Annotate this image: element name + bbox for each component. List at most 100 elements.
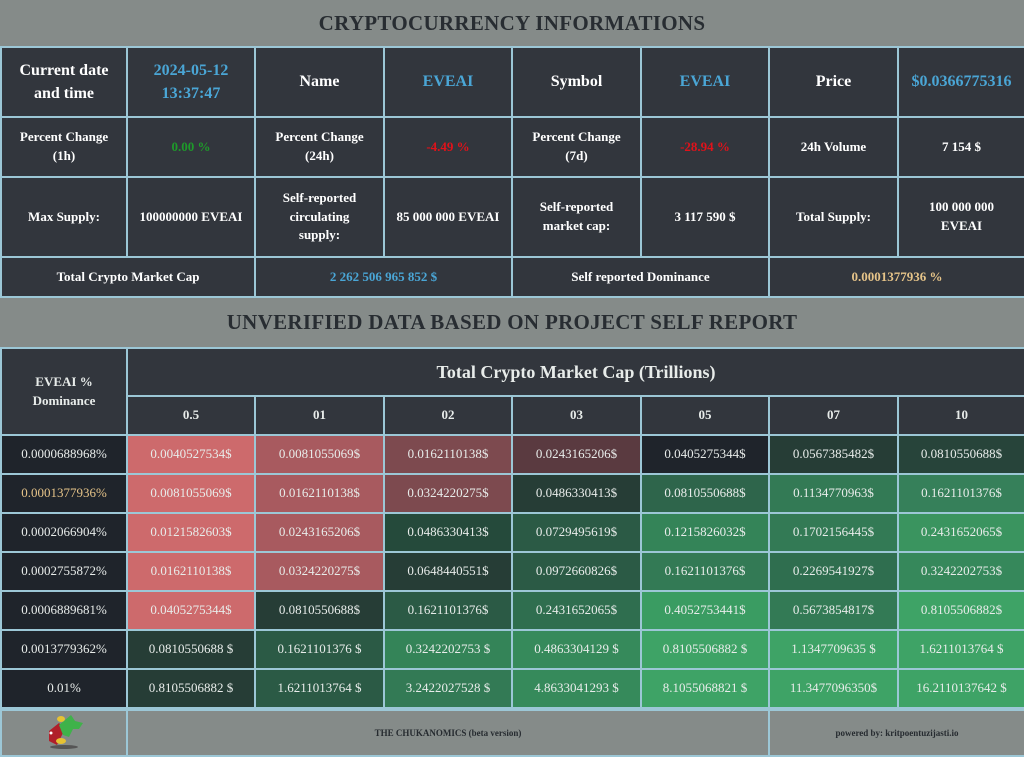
volume-24h-value: 7 154 $ (897, 116, 1024, 178)
market-value-cell: 1.6211013764 $ (254, 668, 385, 709)
market-value-cell: 0.0486330413$ (383, 512, 513, 553)
dominance-value: 0.0006889681% (0, 590, 128, 631)
symbol-label: Symbol (511, 46, 642, 118)
market-value-cell: 0.1215826032$ (640, 512, 770, 553)
matrix-row: 0.0002755872% 0.0162110138$ 0.0324220275$ 0… (0, 551, 1024, 592)
symbol-value: EVEAI (640, 46, 770, 118)
volume-24h-label: 24h Volume (768, 116, 899, 178)
market-value-cell: 0.0040527534$ (126, 434, 256, 475)
market-value-cell: 0.8105506882 $ (126, 668, 256, 709)
market-cap-column-header: 03 (511, 395, 642, 436)
matrix-row: 0.0000688968% 0.0040527534$ 0.0081055069$ 0… (0, 434, 1024, 475)
matrix-row: 0.0002066904% 0.0121582603$ 0.0243165206$ 0… (0, 512, 1024, 553)
market-value-cell: 11.3477096350$ (768, 668, 899, 709)
market-value-cell: 4.8633041293 $ (511, 668, 642, 709)
dominance-value: 0.0000688968% (0, 434, 128, 475)
dominance-value: 0.0002066904% (0, 512, 128, 553)
market-value-cell: 1.1347709635 $ (768, 629, 899, 670)
price-label: Price (768, 46, 899, 118)
matrix-row: 0.0013779362% 0.0810550688 $0.1621101376 … (0, 629, 1024, 670)
market-value-cell: 0.0729495619$ (511, 512, 642, 553)
total-supply-value: 100 000 000 EVEAI (897, 176, 1024, 258)
market-cap-column-header: 10 (896, 395, 1024, 436)
market-cap-value: 3 117 590 $ (640, 176, 770, 258)
matrix-row: 0.0001377936% 0.0081055069$ 0.0162110138$ 0… (0, 473, 1024, 514)
market-value-cell: 0.0405275344$ (640, 434, 770, 475)
market-value-cell: 0.0486330413$ (511, 473, 642, 514)
market-value-cell: 0.3242202753 $ (383, 629, 513, 670)
percent-change-1h-label: Percent Change (1h) (0, 116, 128, 178)
max-supply-label: Max Supply: (0, 176, 128, 258)
market-value-cell: 0.0162110138$ (126, 551, 256, 592)
dominance-value: 0.0002755872% (0, 551, 128, 592)
market-value-cell: 0.4052753441$ (640, 590, 770, 631)
market-value-cell: 0.0243165206$ (511, 434, 642, 475)
market-value-cell: 1.6211013764 $ (896, 629, 1024, 670)
market-value-cell: 0.0162110138$ (254, 473, 385, 514)
matrix-row: 0.01% 0.8105506882 $1.6211013764 $3.24220… (0, 668, 1024, 709)
page-title: CRYPTOCURRENCY INFORMATIONS (0, 0, 1024, 46)
market-value-cell: 0.2431652065$ (896, 512, 1024, 553)
footer-title: THE CHUKANOMICS (beta version) (126, 708, 770, 757)
market-value-cell: 0.0162110138$ (383, 434, 513, 475)
percent-change-7d-label: Percent Change (7d) (511, 116, 642, 178)
dominance-value: 0.0001377936% (0, 473, 128, 514)
market-value-cell: 0.0810550688$ (896, 434, 1024, 475)
market-value-cell: 0.0243165206$ (254, 512, 385, 553)
market-value-cell: 0.1621101376$ (640, 551, 770, 592)
market-cap-column-header: 01 (254, 395, 385, 436)
total-crypto-market-cap-label: Total Crypto Market Cap (0, 256, 256, 298)
market-cap-group-header: Total Crypto Market Cap (Trillions) (125, 347, 1024, 397)
market-value-cell: 0.1702156445$ (768, 512, 899, 553)
market-value-cell: 0.8105506882$ (896, 590, 1024, 631)
market-value-cell: 3.2422027528 $ (383, 668, 513, 709)
market-cap-column-header: 0.5 (126, 395, 256, 436)
percent-change-7d-value: -28.94 % (640, 116, 770, 178)
percent-change-1h-value: 0.00 % (126, 116, 256, 178)
market-value-cell: 0.0081055069$ (126, 473, 256, 514)
section-title: UNVERIFIED DATA BASED ON PROJECT SELF RE… (0, 298, 1024, 347)
circulating-supply-label: Self-reported circulating supply: (254, 176, 385, 258)
market-value-cell: 0.1621101376$ (383, 590, 513, 631)
market-value-cell: 0.1134770963$ (768, 473, 899, 514)
market-cap-label: Self-reported market cap: (511, 176, 642, 258)
price-value: $0.0366775316 (897, 46, 1024, 118)
market-value-cell: 0.0324220275$ (254, 551, 385, 592)
percent-change-24h-value: -4.49 % (383, 116, 513, 178)
market-value-cell: 0.1621101376 $ (254, 629, 385, 670)
market-value-cell: 8.1055068821 $ (640, 668, 770, 709)
total-crypto-market-cap-value: 2 262 506 965 852 $ (254, 256, 513, 298)
market-cap-column-header: 02 (383, 395, 513, 436)
self-reported-dominance-value: 0.0001377936 % (768, 256, 1024, 298)
dominance-value: 0.0013779362% (0, 629, 128, 670)
date-time-label: Current date and time (0, 46, 128, 118)
dominance-value: 0.01% (0, 668, 128, 709)
percent-change-24h-label: Percent Change (24h) (254, 116, 385, 178)
market-value-cell: 0.0810550688$ (254, 590, 385, 631)
dominance-column-header: EVEAI % Dominance (0, 347, 128, 436)
market-value-cell: 0.0081055069$ (254, 434, 385, 475)
max-supply-value: 100000000 EVEAI (126, 176, 256, 258)
market-value-cell: 0.0972660826$ (511, 551, 642, 592)
market-value-cell: 0.2269541927$ (768, 551, 899, 592)
market-value-cell: 0.1621101376$ (896, 473, 1024, 514)
total-supply-label: Total Supply: (768, 176, 899, 258)
market-value-cell: 0.2431652065$ (511, 590, 642, 631)
market-value-cell: 0.0567385482$ (768, 434, 899, 475)
market-value-cell: 0.0405275344$ (126, 590, 256, 631)
circulating-supply-value: 85 000 000 EVEAI (383, 176, 513, 258)
market-cap-column-header: 05 (640, 395, 770, 436)
market-value-cell: 0.0324220275$ (383, 473, 513, 514)
chukanomics-logo-icon (0, 708, 128, 757)
market-value-cell: 0.3242202753$ (896, 551, 1024, 592)
dominance-matrix: EVEAI % Dominance Total Crypto Market Cap… (0, 347, 1024, 709)
name-label: Name (254, 46, 385, 118)
market-value-cell: 0.0810550688 $ (126, 629, 256, 670)
name-value: EVEAI (383, 46, 513, 118)
market-value-cell: 0.0648440551$ (383, 551, 513, 592)
crypto-info-table: Current date and time 2024-05-12 13:37:47… (0, 46, 1024, 298)
market-value-cell: 0.4863304129 $ (511, 629, 642, 670)
market-cap-column-header: 07 (768, 395, 899, 436)
self-reported-dominance-label: Self reported Dominance (511, 256, 770, 298)
market-value-cell: 16.2110137642 $ (896, 668, 1024, 709)
